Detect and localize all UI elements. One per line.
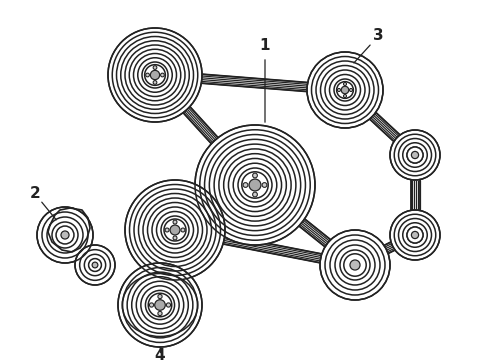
Circle shape (145, 65, 165, 85)
Circle shape (148, 293, 172, 317)
Circle shape (164, 219, 186, 241)
Circle shape (166, 303, 171, 307)
Circle shape (307, 52, 383, 128)
Circle shape (407, 147, 423, 163)
Circle shape (153, 66, 157, 69)
Circle shape (253, 173, 257, 178)
Circle shape (350, 260, 360, 270)
Text: 4: 4 (155, 347, 165, 360)
Circle shape (195, 125, 315, 245)
Circle shape (344, 254, 366, 276)
Circle shape (249, 179, 261, 191)
Circle shape (158, 311, 162, 316)
Circle shape (155, 300, 165, 310)
Circle shape (343, 95, 346, 98)
Circle shape (407, 227, 423, 243)
Circle shape (173, 236, 177, 240)
Circle shape (89, 258, 101, 271)
Circle shape (338, 89, 341, 91)
Circle shape (253, 192, 257, 197)
Circle shape (349, 89, 352, 91)
Circle shape (343, 82, 346, 85)
Circle shape (56, 226, 74, 244)
Circle shape (165, 228, 169, 232)
Circle shape (146, 73, 149, 77)
Circle shape (390, 210, 440, 260)
Circle shape (125, 180, 225, 280)
Circle shape (92, 262, 98, 268)
Circle shape (150, 70, 160, 80)
Circle shape (320, 230, 390, 300)
Circle shape (390, 130, 440, 180)
Circle shape (181, 228, 185, 232)
Circle shape (118, 263, 202, 347)
Circle shape (161, 73, 164, 77)
Circle shape (173, 220, 177, 224)
Circle shape (412, 231, 418, 239)
Circle shape (337, 82, 353, 98)
Circle shape (153, 81, 157, 84)
Polygon shape (48, 208, 90, 252)
Circle shape (262, 183, 267, 187)
Circle shape (37, 207, 93, 263)
Circle shape (243, 183, 248, 187)
Circle shape (242, 172, 268, 198)
Text: 1: 1 (260, 37, 270, 53)
Circle shape (341, 86, 349, 94)
Circle shape (149, 303, 154, 307)
Circle shape (170, 225, 180, 235)
Circle shape (108, 28, 202, 122)
Text: 2: 2 (29, 185, 40, 201)
Circle shape (61, 231, 69, 239)
Text: 3: 3 (373, 27, 383, 42)
Circle shape (412, 152, 418, 159)
Circle shape (75, 245, 115, 285)
Circle shape (158, 294, 162, 299)
